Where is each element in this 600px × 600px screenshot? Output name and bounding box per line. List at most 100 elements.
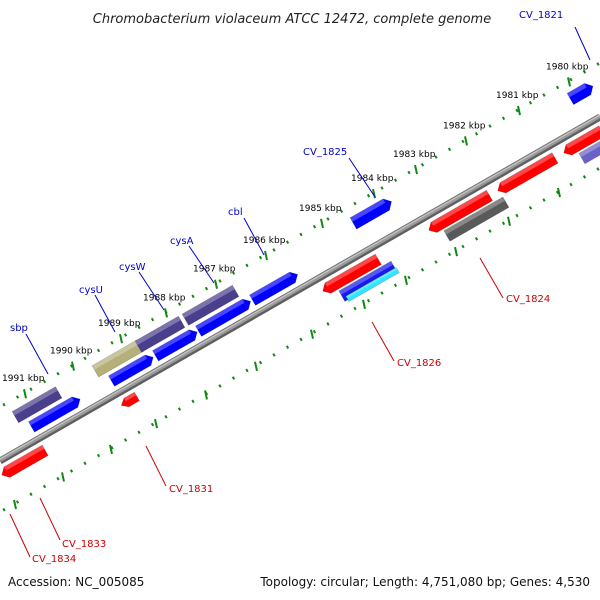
gene-block-cbl[interactable] — [249, 271, 298, 306]
minor-tick — [366, 193, 371, 198]
major-tick — [71, 361, 75, 371]
minor-tick — [42, 379, 47, 384]
minor-tick — [474, 132, 479, 136]
minor-tick — [312, 329, 317, 334]
gene-block-cysA[interactable] — [181, 284, 240, 326]
gene-block-sbp-2[interactable] — [28, 396, 81, 433]
gene-label[interactable]: cysU — [79, 285, 103, 296]
callout-CV_1821: CV_1821 — [519, 10, 591, 61]
minor-tick — [96, 348, 101, 353]
gene-label[interactable]: cbl — [228, 207, 243, 218]
gene-block-cysU-2[interactable] — [108, 354, 154, 387]
kbp-label: 1983 kbp — [393, 150, 436, 160]
minor-tick — [407, 275, 411, 280]
minor-tick — [191, 399, 195, 404]
minor-tick — [96, 453, 101, 458]
major-tick — [214, 279, 218, 289]
minor-tick — [29, 387, 33, 391]
callout-cbl: cbl — [228, 207, 265, 256]
callout-CV_1833: CV_1833 — [39, 497, 106, 550]
minor-tick — [2, 507, 6, 512]
minor-tick — [582, 175, 587, 179]
kbp-label: 1990 kbp — [50, 347, 93, 357]
minor-tick — [461, 244, 465, 249]
minor-tick — [542, 198, 546, 202]
kbp-label: 1980 kbp — [546, 62, 589, 72]
minor-tick — [164, 415, 168, 419]
gene-block-CV_1824-c[interactable] — [443, 196, 510, 242]
gene-block-CV_1826-c[interactable] — [345, 266, 400, 302]
gene-label[interactable]: CV_1826 — [397, 358, 441, 369]
gene-block-cysA-2[interactable] — [195, 298, 251, 337]
minor-tick — [218, 279, 222, 283]
minor-tick — [339, 209, 344, 213]
gene-block-CV_1826[interactable] — [322, 253, 382, 294]
gene-block-CV_1821[interactable] — [566, 83, 594, 106]
kbp-label: 1981 kbp — [496, 91, 539, 101]
minor-tick — [434, 260, 438, 264]
gene-block-cysW[interactable] — [134, 315, 186, 353]
minor-tick — [366, 298, 371, 303]
inner-tick-ring — [2, 167, 600, 512]
minor-tick — [218, 384, 222, 388]
minor-tick — [393, 178, 398, 182]
minor-tick — [582, 70, 587, 74]
minor-tick — [177, 302, 182, 306]
gene-label[interactable]: CV_1824 — [506, 294, 550, 305]
gene-label[interactable]: cysW — [119, 262, 146, 273]
minor-tick — [326, 217, 330, 221]
map-title: Chromobacterium violaceum ATCC 12472, co… — [93, 12, 491, 27]
minor-tick — [56, 476, 60, 481]
minor-tick — [420, 268, 425, 272]
gene-block-right-edge[interactable] — [578, 138, 600, 165]
minor-tick — [380, 186, 384, 190]
major-tick-inner — [404, 275, 408, 286]
gene-block-CV_1831[interactable] — [120, 391, 140, 408]
minor-tick — [515, 108, 519, 113]
gene-label[interactable]: cysA — [170, 236, 194, 247]
minor-tick — [258, 360, 263, 365]
minor-tick — [569, 77, 573, 82]
minor-tick — [461, 139, 465, 144]
major-tick — [567, 77, 571, 87]
minor-tick — [272, 248, 276, 252]
gene-label[interactable]: CV_1825 — [303, 147, 347, 158]
minor-tick — [555, 85, 560, 90]
gene-block-sbp[interactable] — [11, 386, 63, 424]
minor-tick — [542, 93, 546, 97]
minor-tick — [353, 201, 357, 206]
minor-tick — [488, 124, 492, 128]
gene-block-cysU[interactable] — [91, 339, 145, 378]
gene-block-CV_1824-a[interactable] — [428, 189, 493, 233]
minor-tick — [380, 291, 384, 295]
gene-label[interactable]: CV_1834 — [32, 554, 76, 565]
minor-tick — [110, 341, 114, 345]
major-tick-inner — [454, 246, 458, 257]
minor-tick — [285, 345, 290, 349]
gene-label[interactable]: CV_1831 — [169, 484, 213, 495]
gene-features — [1, 83, 600, 478]
gene-block-CV_1834[interactable] — [1, 444, 49, 478]
minor-tick — [299, 232, 303, 237]
kbp-label: 1982 kbp — [443, 121, 486, 131]
major-tick — [264, 250, 268, 261]
major-tick — [23, 389, 27, 399]
minor-tick — [123, 438, 128, 442]
gene-label[interactable]: CV_1821 — [519, 10, 563, 21]
gene-label[interactable]: sbp — [10, 323, 28, 334]
gene-block-CV_1824-b[interactable] — [497, 152, 559, 194]
minor-tick — [204, 286, 209, 291]
minor-tick — [15, 395, 20, 399]
minor-tick — [15, 500, 20, 504]
minor-tick — [29, 492, 33, 496]
gene-label[interactable]: CV_1833 — [62, 539, 106, 550]
gene-block-cysW-2[interactable] — [152, 329, 198, 362]
minor-tick — [299, 337, 303, 342]
minor-tick — [231, 376, 236, 380]
kbp-label: 1986 kbp — [243, 236, 286, 246]
gene-block-CV_1825[interactable] — [349, 198, 392, 230]
gene-block-CV_1821-minus[interactable] — [563, 125, 600, 156]
minor-tick — [488, 229, 492, 233]
